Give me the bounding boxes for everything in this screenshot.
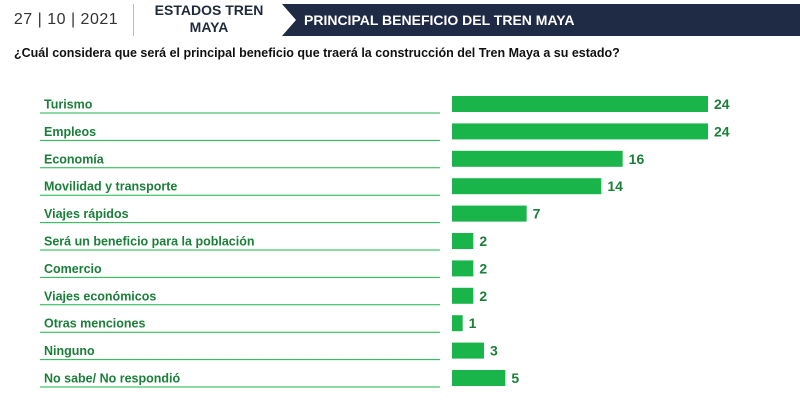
bar [452,370,506,386]
category-label: Movilidad y transporte [44,180,177,194]
category-label: Economía [44,152,105,166]
bar [452,233,474,249]
value-label: 24 [714,123,730,139]
date-label: 27 | 10 | 2021 [13,11,119,28]
value-label: 2 [479,288,487,304]
category-label: Será un beneficio para la población [44,235,254,249]
value-label: 16 [629,151,645,167]
bar [452,150,623,167]
title-banner: PRINCIPAL BENEFICIO DEL TREN MAYA [282,4,800,36]
bar [452,287,474,304]
question-text: ¿Cuál considera que será el principal be… [14,46,620,60]
divider [133,4,134,36]
header: 27 | 10 | 2021 ESTADOS TREN MAYA PRINCIP… [0,0,800,40]
category-label: Ninguno [44,344,95,358]
value-label: 2 [479,260,487,276]
value-label: 5 [511,370,519,386]
category-label: Turismo [44,98,93,112]
value-label: 14 [607,178,623,194]
bar [452,123,708,140]
bar [452,315,463,332]
category-label: No sabe/ No respondió [44,372,180,386]
bar [452,178,602,195]
category-label: Empleos [44,125,96,139]
page-title: PRINCIPAL BENEFICIO DEL TREN MAYA [304,12,575,28]
value-label: 7 [533,206,541,222]
bar [452,260,474,277]
bar [452,96,708,112]
bar [452,205,527,222]
category-label: Comercio [44,262,102,276]
category-label: Viajes rápidos [44,207,129,221]
banner-shape [282,4,800,36]
value-label: 24 [714,96,730,112]
category-label: Viajes económicos [44,289,156,303]
value-label: 1 [469,315,477,331]
value-label: 2 [479,233,487,249]
category-label: Otras menciones [44,317,145,331]
value-label: 3 [490,343,498,359]
bar [452,342,484,359]
topic-label: ESTADOS TREN MAYA [154,2,264,35]
